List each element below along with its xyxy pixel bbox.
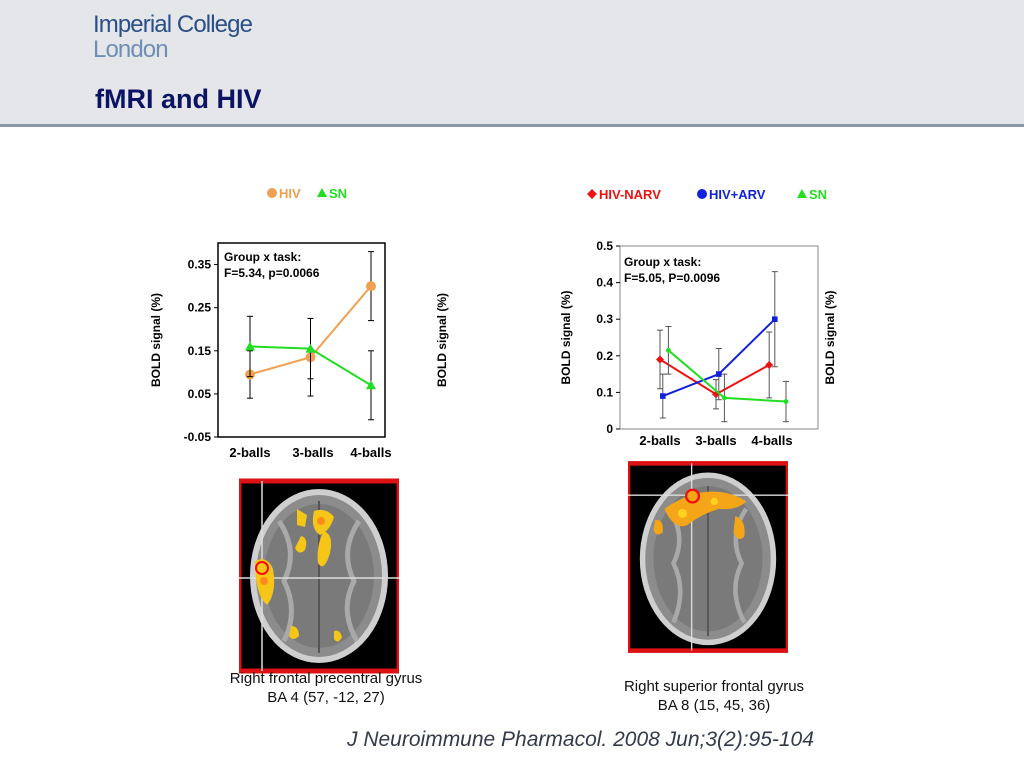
caption-right-line-1: Right superior frontal gyrus <box>623 678 805 695</box>
caption-right: Right superior frontal gyrus BA 8 (15, 4… <box>594 677 834 715</box>
data-point <box>722 395 727 401</box>
logo-line-2: London <box>93 36 169 63</box>
x-tick-label: 4-balls <box>751 433 792 448</box>
legend-marker <box>587 189 597 199</box>
data-point <box>783 399 789 404</box>
brain-scan-right <box>628 461 788 653</box>
annotation-text: Group x task: <box>624 255 701 269</box>
y-tick-label: 0.15 <box>188 344 212 358</box>
logo-line-1: Imperial College <box>93 11 253 38</box>
y-tick-label: 0.5 <box>596 239 613 253</box>
x-tick-label: 2-balls <box>639 433 680 448</box>
annotation-text: F=5.05, P=0.0096 <box>624 271 720 285</box>
legend-label: HIV+ARV <box>709 187 766 202</box>
data-point <box>666 347 671 353</box>
imperial-college-logo: Imperial College London <box>93 11 253 63</box>
data-point <box>366 281 376 292</box>
citation: J Neuroimmune Pharmacol. 2008 Jun;3(2):9… <box>347 728 814 751</box>
y-axis-label-right: BOLD signal (%) <box>435 293 449 387</box>
x-tick-label: 3-balls <box>292 445 333 460</box>
chart-left: HIV SN -0.05 0.05 0.15 0.25 0.35 BOLD signal (%… <box>149 186 449 460</box>
x-tick-label: 4-balls <box>350 445 391 460</box>
data-point <box>366 380 376 390</box>
legend-label: SN <box>809 187 827 202</box>
y-tick-label: 0.25 <box>188 301 212 315</box>
plot-frame <box>217 242 386 438</box>
chart-right: HIV-NARV HIV+ARV SN 0 0.1 0.2 0.3 0.4 0.5 BOLD si… <box>559 187 837 448</box>
y-axis-label: BOLD signal (%) <box>559 290 573 384</box>
data-point <box>245 341 255 351</box>
x-tick-label: 2-balls <box>229 445 270 460</box>
y-tick-label: 0 <box>606 422 613 436</box>
legend-label: HIV <box>279 186 301 201</box>
legend-label: HIV-NARV <box>599 187 661 202</box>
legend-marker <box>317 188 327 197</box>
plot-frame <box>619 245 819 430</box>
annotation-text: Group x task: <box>224 250 301 264</box>
data-point <box>712 390 720 399</box>
legend-label: SN <box>329 186 347 201</box>
y-tick-label: 0.2 <box>596 349 613 363</box>
y-axis-label-right: BOLD signal (%) <box>823 290 837 384</box>
y-tick-label: -0.05 <box>184 430 212 444</box>
slide-header: Imperial College London fMRI and HIV <box>0 0 1024 127</box>
data-point <box>765 360 774 369</box>
data-point <box>656 355 664 364</box>
caption-left-line-2: BA 4 (57, -12, 27) <box>267 689 385 706</box>
caption-right-line-2: BA 8 (15, 45, 36) <box>657 697 771 714</box>
y-tick-label: 0.35 <box>188 258 212 272</box>
legend-marker <box>797 189 807 198</box>
y-axis-label: BOLD signal (%) <box>149 293 163 387</box>
data-point <box>716 371 722 377</box>
brain-scan-left <box>239 478 399 674</box>
data-point <box>772 316 778 322</box>
y-tick-label: 0.05 <box>188 387 212 401</box>
y-tick-label: 0.4 <box>596 276 613 290</box>
y-tick-label: 0.1 <box>596 385 613 399</box>
legend-marker <box>697 189 707 199</box>
caption-left-line-1: Right frontal precentral gyrus <box>229 670 423 687</box>
y-tick-label: 0.3 <box>596 312 613 326</box>
legend-marker <box>267 188 277 198</box>
slide-title: fMRI and HIV <box>95 84 262 114</box>
x-tick-label: 3-balls <box>695 433 736 448</box>
data-point <box>660 393 666 399</box>
annotation-text: F=5.34, p=0.0066 <box>224 266 320 280</box>
data-point <box>305 343 316 353</box>
caption-left: Right frontal precentral gyrus BA 4 (57,… <box>196 669 456 707</box>
